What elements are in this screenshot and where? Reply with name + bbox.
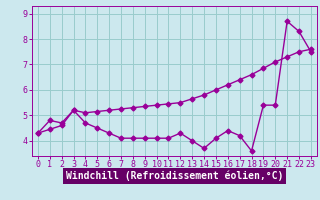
X-axis label: Windchill (Refroidissement éolien,°C): Windchill (Refroidissement éolien,°C) [66,171,283,181]
